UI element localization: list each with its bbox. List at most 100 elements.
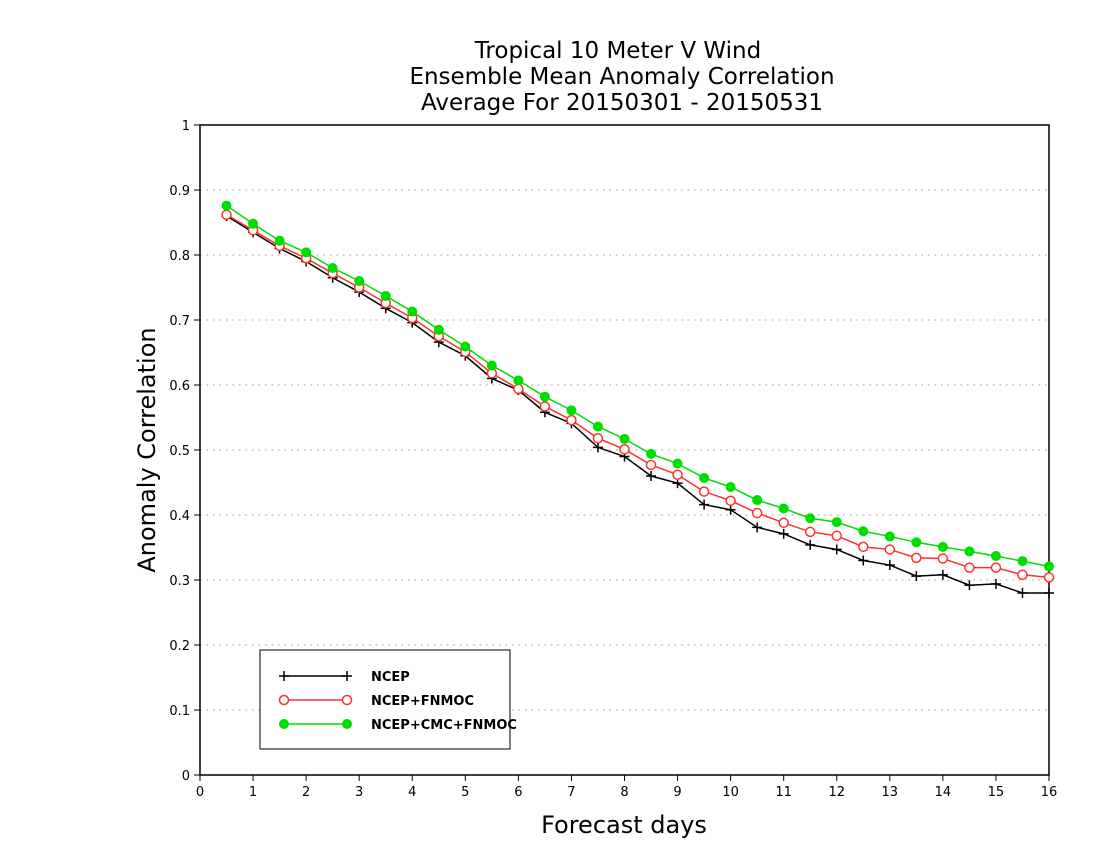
x-tick-label-8: 8: [620, 785, 628, 800]
series-1-point-26: [911, 552, 922, 564]
series-line-2: [226, 204, 1050, 568]
series-2-point-27: [937, 541, 948, 552]
grid: [200, 124, 1049, 711]
legend-label-2: NCEP+CMC+FNMOC: [371, 718, 517, 733]
series-2-point-19: [725, 482, 736, 493]
series-1-point-22: [804, 526, 816, 538]
series-2-point-17: [672, 458, 683, 469]
legend-marker-end-1: [341, 694, 353, 706]
x-axis: 0 1 2 3 4 5 6 7 8 9 10 11 12 13 14 15 16: [196, 775, 1057, 800]
y-tick-label-1: 0.1: [169, 704, 190, 719]
series-2-point-10: [486, 360, 497, 371]
series-0-point-23: [831, 544, 842, 555]
series-2-point-23: [831, 517, 842, 528]
x-tick-label-1: 1: [249, 785, 257, 800]
series-2-point-30: [1017, 556, 1028, 567]
series-2-point-20: [752, 495, 763, 506]
series-0-point-18: [699, 499, 710, 510]
series-0-point-22: [805, 539, 816, 550]
x-tick-label-9: 9: [673, 785, 681, 800]
series-0-point-27: [937, 569, 948, 580]
series-layer: [221, 200, 1055, 598]
series-2-point-7: [407, 306, 418, 317]
legend-marker-start-1: [278, 694, 290, 706]
series-1-point-16: [645, 459, 657, 471]
x-tick-label-5: 5: [461, 785, 469, 800]
series-2-point-11: [513, 375, 524, 386]
series-0-point-31: [1044, 588, 1054, 598]
legend-marker-start-2: [279, 719, 289, 729]
series-1-point-19: [725, 495, 736, 506]
y-tick-label-6: 0.6: [169, 379, 190, 394]
series-0-point-26: [911, 571, 922, 582]
series-2-point-14: [592, 421, 603, 432]
y-tick-label-9: 0.9: [169, 184, 190, 199]
legend-label-0: NCEP: [371, 670, 410, 685]
series-2: [221, 200, 1054, 572]
legend-marker-end-2: [342, 719, 352, 729]
series-1-point-29: [990, 562, 1002, 573]
x-tick-label-13: 13: [882, 785, 899, 800]
series-2-point-25: [884, 531, 895, 542]
series-0-point-21: [778, 528, 789, 539]
series-1-point-15: [619, 444, 630, 455]
series-0-point-24: [858, 555, 869, 566]
chart-title-line-2: Ensemble Mean Anomaly Correlation: [409, 64, 834, 90]
y-axis-title: Anomaly Correlation: [133, 327, 161, 572]
series-2-point-16: [646, 448, 657, 459]
y-tick-label-7: 0.7: [169, 314, 190, 329]
x-tick-label-4: 4: [408, 785, 416, 800]
series-0-point-14: [592, 442, 603, 453]
legend-label-1: NCEP+FNMOC: [371, 694, 474, 709]
x-tick-label-10: 10: [722, 785, 739, 800]
series-2-point-21: [778, 503, 789, 514]
x-tick-label-11: 11: [775, 785, 792, 800]
series-2-point-4: [327, 263, 338, 273]
series-2-point-8: [433, 324, 444, 335]
legend: NCEP NCEP+FNMOC NCEP+CMC+FNMOC: [259, 649, 517, 750]
series-2-point-6: [380, 290, 391, 301]
series-line-0: [226, 215, 1049, 594]
series-1-point-24: [858, 541, 869, 553]
legend-marker-end-0: [342, 671, 352, 681]
series-1-point-31: [1043, 572, 1055, 583]
x-tick-label-6: 6: [514, 785, 522, 800]
series-1: [221, 209, 1055, 583]
series-1-point-11: [513, 383, 524, 395]
x-tick-label-7: 7: [567, 785, 575, 800]
series-2-point-15: [619, 433, 630, 444]
series-0: [221, 211, 1054, 598]
series-0-point-28: [964, 580, 975, 591]
series-1-point-30: [1017, 569, 1028, 581]
series-1-point-23: [831, 530, 842, 542]
legend-entry-1: NCEP+FNMOC: [278, 694, 474, 709]
x-tick-label-3: 3: [355, 785, 363, 800]
series-2-point-13: [566, 405, 577, 416]
series-1-point-18: [698, 486, 710, 497]
y-tick-label-10: 1: [182, 119, 190, 134]
y-tick-label-0: 0: [182, 769, 190, 784]
series-2-point-29: [990, 550, 1001, 561]
y-tick-label-3: 0.3: [169, 574, 190, 589]
series-0-point-19: [725, 504, 736, 515]
series-2-point-9: [460, 341, 471, 352]
series-0-point-20: [752, 522, 763, 533]
series-0-point-25: [884, 560, 895, 571]
y-tick-label-5: 0.5: [169, 444, 190, 459]
series-1-point-0: [221, 209, 232, 220]
series-2-point-5: [354, 276, 365, 286]
x-tick-label-15: 15: [988, 785, 1005, 800]
x-axis-title: Forecast days: [541, 811, 707, 839]
series-1-point-20: [751, 507, 763, 519]
series-1-point-21: [778, 517, 789, 529]
series-0-point-30: [1017, 588, 1028, 598]
legend-entry-0: NCEP: [279, 670, 410, 685]
series-1-point-13: [566, 414, 577, 426]
series-1-point-12: [539, 401, 551, 412]
series-2-point-0: [221, 200, 232, 211]
series-2-point-31: [1044, 561, 1054, 572]
y-axis: 0 0.1 0.2 0.3 0.4 0.5 0.6 0.7 0.8 0.9 1: [169, 119, 200, 784]
series-line-1: [226, 214, 1050, 579]
series-1-point-25: [884, 544, 896, 555]
